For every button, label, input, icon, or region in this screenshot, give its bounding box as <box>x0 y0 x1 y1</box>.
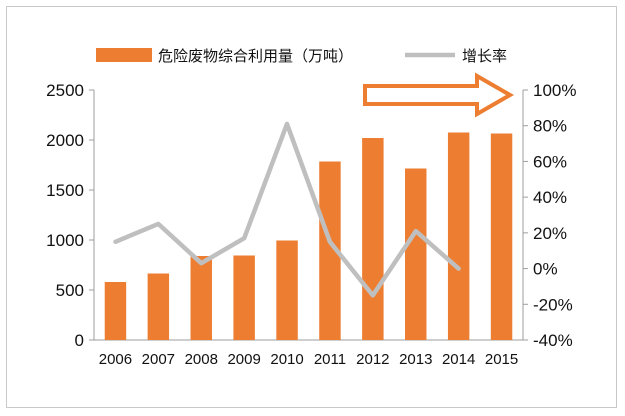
y-right-tick-label: 40% <box>533 188 567 207</box>
y-right-tick-label: -40% <box>533 331 573 350</box>
y-right-tick-label: 20% <box>533 224 567 243</box>
x-tick-label: 2015 <box>485 351 518 368</box>
y-left-tick-label: 2000 <box>46 131 84 150</box>
bar <box>362 138 384 340</box>
legend-line-label: 增长率 <box>462 48 507 65</box>
x-tick-label: 2012 <box>356 351 389 368</box>
x-tick-label: 2010 <box>270 351 303 368</box>
chart-frame <box>6 6 617 408</box>
bar <box>104 282 127 340</box>
y-right-tick-label: 0% <box>533 260 558 279</box>
x-tick-label: 2008 <box>185 351 218 368</box>
bar <box>276 240 298 340</box>
y-left-tick-label: 500 <box>56 281 84 300</box>
x-tick-label: 2006 <box>99 351 132 368</box>
bar <box>319 161 341 340</box>
y-left-tick-label: 1500 <box>46 181 84 200</box>
bar <box>490 133 513 340</box>
y-right-tick-label: -20% <box>533 295 573 314</box>
bar <box>405 168 427 340</box>
bar <box>447 132 470 340</box>
legend-bar-label: 危险废物综合利用量（万吨） <box>158 48 353 65</box>
legend-bar-swatch <box>96 48 152 62</box>
y-right-tick-label: 60% <box>533 152 567 171</box>
x-tick-label: 2014 <box>442 351 475 368</box>
y-left-tick-label: 2500 <box>46 81 84 100</box>
x-tick-label: 2013 <box>399 351 432 368</box>
bar <box>147 273 170 340</box>
arrow-annotation <box>363 72 515 118</box>
bar <box>233 255 255 340</box>
y-right-tick-label: 100% <box>533 81 576 100</box>
x-tick-label: 2009 <box>227 351 260 368</box>
y-right-tick-label: 80% <box>533 117 567 136</box>
y-left-tick-label: 1000 <box>46 231 84 250</box>
x-tick-label: 2007 <box>142 351 175 368</box>
x-tick-label: 2011 <box>314 351 346 368</box>
y-left-tick-label: 0 <box>75 331 84 350</box>
bar <box>190 256 212 340</box>
